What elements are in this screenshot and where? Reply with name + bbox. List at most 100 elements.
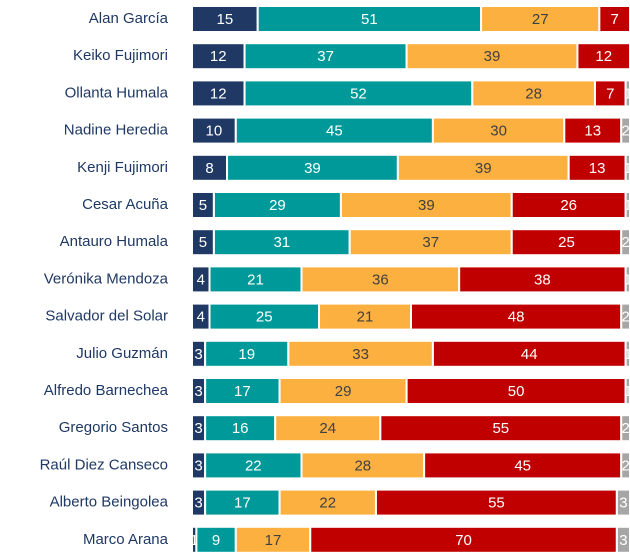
bar-segment [567,153,627,182]
value-label: 27 [532,11,549,28]
value-label: 39 [475,160,492,177]
value-label: 55 [488,495,505,512]
value-label: 2 [621,123,629,140]
value-label: 8 [205,160,213,177]
value-label: 48 [508,309,525,326]
bar-segment [191,79,246,108]
bar-segment [256,5,483,33]
bar-segment [374,488,618,517]
value-label: 17 [234,495,251,512]
value-label: 52 [350,85,367,102]
value-label: 39 [304,160,321,177]
value-label: 13 [584,123,601,140]
value-label: 45 [514,457,531,474]
value-label: 39 [484,48,501,65]
value-label: 3 [194,346,202,363]
bar-segment [300,265,461,294]
category-label: Keiko Fujimori [73,47,168,64]
bar-segment [274,414,382,443]
value-label: 1 [624,383,630,400]
category-label: Verónika Mendoza [44,270,169,287]
value-label: 26 [560,197,577,214]
value-label: 24 [319,420,336,437]
value-label: 38 [534,271,551,288]
value-label: 37 [317,48,334,65]
value-label: 1 [624,346,630,363]
value-label: 44 [521,346,538,363]
value-label: 39 [418,197,435,214]
bar-segment [278,488,377,517]
bar-segment [191,5,259,33]
value-label: 12 [210,85,227,102]
value-label: 7 [606,85,614,102]
value-label: 3 [619,532,627,549]
category-label: Kenji Fujimori [77,159,168,176]
value-label: 70 [455,532,472,549]
value-label: 7 [610,11,618,28]
category-label: Alfredo Barnechea [44,382,169,399]
bar-segment [510,228,623,257]
value-label: 22 [319,495,336,512]
value-label: 15 [217,11,234,28]
bar-segment [405,42,579,71]
bar-segment [212,191,342,219]
value-label: 5 [199,234,207,251]
value-label: 45 [326,123,343,140]
bar-segment [563,116,623,145]
bar-segment [576,42,630,71]
category-label: Nadine Heredia [64,122,169,139]
value-label: 36 [372,271,389,288]
value-label: 25 [256,309,273,326]
bar-segment [339,191,513,219]
category-label: Alan García [89,10,169,27]
category-label: Gregorio Santos [59,419,168,436]
value-label: 1 [624,271,630,288]
value-label: 33 [352,346,369,363]
value-label: 19 [238,346,255,363]
value-label: 28 [525,85,542,102]
value-label: 2 [621,309,629,326]
value-label: 10 [206,123,223,140]
bar-segment [212,228,351,257]
value-label: 51 [361,11,378,28]
category-label: Cesar Acuña [82,196,169,213]
value-label: 30 [490,123,507,140]
value-label: 21 [247,271,264,288]
bar-segment [471,79,596,108]
value-label: 3 [194,383,202,400]
bar-segment [431,339,627,368]
value-label: 29 [269,197,286,214]
category-label: Marco Arana [83,531,169,548]
category-label: Raúl Diez Canseco [40,456,168,473]
category-label: Julio Guzmán [76,345,168,362]
bar-segment [191,153,229,182]
value-label: 1 [190,532,198,549]
value-label: 21 [357,309,374,326]
bar-segment [318,302,412,331]
bar-segment [234,116,434,145]
category-label: Antauro Humala [60,233,169,250]
bar-segment [226,153,399,182]
value-label: 3 [194,495,202,512]
value-label: 2 [621,234,629,251]
value-label: 5 [199,197,207,214]
value-label: 12 [595,48,612,65]
value-label: 1 [624,197,630,214]
bar-segment [423,451,623,480]
value-label: 2 [621,420,629,437]
value-label: 16 [232,420,249,437]
value-label: 25 [558,234,575,251]
bar-segment [300,451,426,480]
value-label: 1 [624,85,630,102]
value-label: 3 [194,420,202,437]
category-label: Alberto Beingolea [50,494,169,511]
bar-segment [243,79,474,108]
value-label: 4 [197,271,205,288]
bar-segment [195,525,237,552]
value-label: 9 [212,532,220,549]
value-label: 17 [234,383,251,400]
value-label: 1 [624,160,630,177]
value-label: 3 [619,495,627,512]
bar-segment [431,116,566,145]
